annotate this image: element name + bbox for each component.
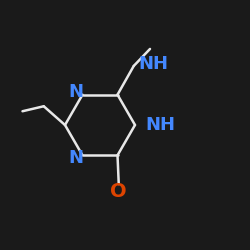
- Text: N: N: [69, 149, 84, 167]
- Text: N: N: [69, 83, 84, 101]
- Text: NH: NH: [138, 55, 168, 73]
- Text: O: O: [110, 182, 127, 201]
- Text: NH: NH: [145, 116, 175, 134]
